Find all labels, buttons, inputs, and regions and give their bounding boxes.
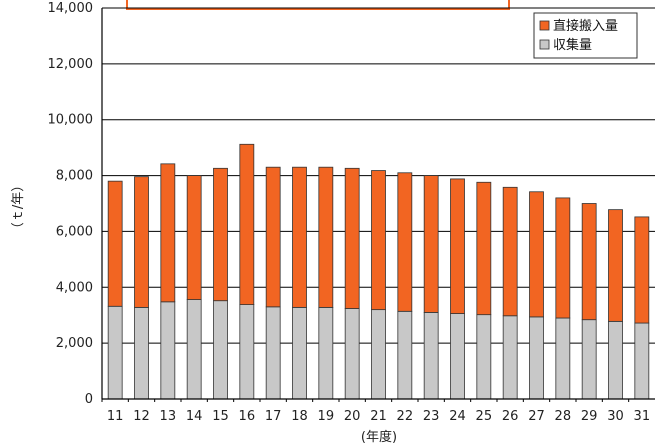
legend-label-collection: 収集量 — [553, 37, 592, 53]
y-axis-label: （ｔ/年） — [11, 179, 26, 235]
x-tick-label: 23 — [423, 409, 440, 424]
bar-collection — [634, 322, 650, 400]
legend-swatch-direct — [539, 20, 550, 31]
bar-collection — [555, 317, 571, 400]
bar-direct — [265, 166, 281, 308]
y-tick-label: 14,000 — [48, 1, 94, 16]
y-axis-ticks: 0 2,000 4,000 6,000 8,000 10,000 12,000 14,000 — [48, 1, 94, 407]
bar-collection — [213, 300, 228, 400]
x-tick-label: 31 — [634, 409, 651, 424]
bar-collection — [239, 304, 255, 400]
y-tick-label: 12,000 — [48, 57, 94, 72]
x-tick-label: 22 — [397, 409, 414, 424]
bar-collection — [344, 308, 360, 400]
bar-direct — [213, 167, 228, 302]
bar-direct — [239, 143, 255, 306]
x-tick-label: 30 — [607, 409, 624, 424]
bar-collection — [160, 301, 176, 400]
x-tick-label: 28 — [555, 409, 572, 424]
bar-direct — [423, 175, 439, 313]
bar-collection — [450, 313, 465, 400]
bar-direct — [476, 181, 492, 316]
y-tick-label: 8,000 — [56, 169, 93, 184]
x-tick-label: 25 — [476, 409, 493, 424]
bar-direct — [292, 166, 307, 308]
y-tick-label: 10,000 — [48, 113, 94, 128]
axes — [101, 8, 655, 400]
legend-box — [533, 12, 638, 59]
bar-collection — [107, 305, 123, 400]
x-tick-label: 26 — [502, 409, 519, 424]
x-tick-label: 18 — [291, 409, 308, 424]
x-tick-label: 12 — [133, 409, 150, 424]
x-tick-label: 20 — [344, 409, 361, 424]
bar-collection — [581, 319, 597, 400]
bar-collection — [292, 306, 307, 400]
x-tick-label: 13 — [160, 409, 177, 424]
bar-direct — [186, 175, 202, 300]
x-tick-label: 21 — [370, 409, 387, 424]
y-tick-label: 4,000 — [56, 280, 93, 295]
x-tick-label: 16 — [239, 409, 256, 424]
x-tick-label: 14 — [186, 409, 203, 424]
x-tick-label: 11 — [107, 409, 124, 424]
bar-direct — [555, 197, 571, 319]
x-tick-label: 29 — [581, 409, 598, 424]
bar-direct — [134, 176, 149, 308]
bar-direct — [371, 170, 386, 311]
bar-direct — [529, 191, 544, 318]
bar-collection — [186, 299, 202, 400]
bar-collection — [318, 306, 334, 400]
bar-collection — [608, 320, 623, 400]
bar-direct — [450, 178, 465, 314]
bar-collection — [502, 315, 518, 400]
legend-swatch-collection — [539, 39, 550, 50]
bar-collection — [371, 309, 386, 400]
bar-direct — [344, 167, 360, 309]
bar-collection — [397, 310, 413, 400]
bar-direct — [107, 180, 123, 307]
bar-direct — [581, 203, 597, 321]
x-tick-label: 27 — [528, 409, 545, 424]
title-frame — [126, 0, 510, 10]
legend: 直接搬入量 収集量 — [533, 12, 638, 59]
bar-direct — [502, 186, 518, 317]
x-axis-ticks: 11 12 13 14 15 16 17 18 19 20 21 22 23 24 25 26 27 28 29 30… — [101, 399, 651, 424]
bar-direct — [318, 166, 334, 308]
bar-collection — [265, 306, 281, 400]
legend-label-direct: 直接搬入量 — [553, 18, 618, 34]
y-tick-label: 2,000 — [56, 336, 93, 351]
bar-direct — [160, 163, 176, 303]
bars — [107, 143, 650, 400]
x-tick-label: 15 — [212, 409, 229, 424]
y-tick-label: 0 — [85, 392, 93, 407]
x-axis-label: (年度) — [361, 429, 397, 445]
x-tick-label: 17 — [265, 409, 282, 424]
bar-direct — [397, 172, 413, 312]
bar-direct — [634, 216, 650, 324]
bar-collection — [134, 306, 149, 400]
x-tick-label: 24 — [449, 409, 466, 424]
bar-collection — [423, 312, 439, 400]
x-tick-label: 19 — [318, 409, 335, 424]
bar-collection — [476, 314, 492, 400]
bar-direct — [608, 209, 623, 322]
bar-collection — [529, 316, 544, 400]
y-tick-label: 6,000 — [56, 224, 93, 239]
